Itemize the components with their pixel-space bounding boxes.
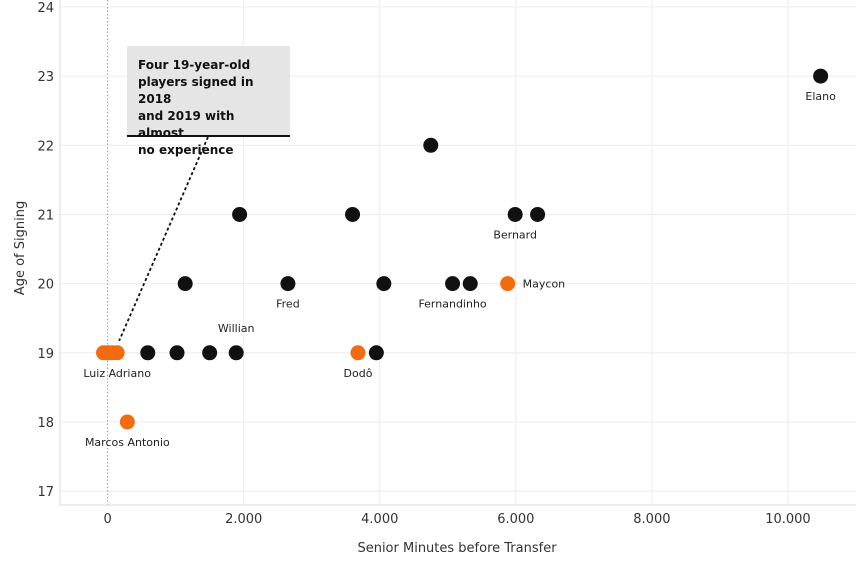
y-tick-label: 21 [37,208,54,223]
data-point [462,276,478,292]
data-point [280,276,296,292]
x-tick-label: 4.000 [361,512,398,527]
data-point [140,345,156,361]
y-tick-label: 17 [37,485,54,500]
axes: 17 18 19 20 21 22 23 24 0 2.000 4.000 6.000 8.000 10.… [37,0,856,527]
annotation-leader [118,136,209,342]
point-label: Fred [276,298,300,311]
data-point-orange [500,276,516,292]
data-point [530,206,546,222]
data-point [423,137,439,153]
annotation-line-4: no experience [138,143,234,157]
x-tick-label: 6.000 [497,512,534,527]
y-axis-title: Age of Signing [13,201,28,295]
data-point-orange [109,345,125,361]
data-point [169,345,185,361]
y-tick-label: 19 [37,347,54,362]
data-point [177,276,193,292]
y-tick-label: 22 [37,139,54,154]
data-point [228,345,244,361]
annotation-box: Four 19-year-old players signed in 2018 … [127,46,290,157]
x-tick-label: 10.000 [765,512,811,527]
y-tick-label: 18 [37,416,54,431]
data-point [376,276,392,292]
annotation-line-2: players signed in 2018 [138,75,254,106]
annotation-line-1: Four 19-year-old [138,58,251,72]
data-point [507,206,523,222]
y-tick-label: 20 [37,278,54,293]
point-label: Dodô [344,367,373,380]
x-axis-title: Senior Minutes before Transfer [357,541,557,556]
data-point [813,68,829,84]
grid-lines [60,0,856,505]
annotation-leader-line [118,136,209,342]
data-point [232,206,248,222]
point-label: Marcos Antonio [85,436,170,449]
data-point-orange [119,414,135,430]
annotation-line-3: and 2019 with almost [138,109,235,140]
y-tick-label: 24 [37,1,54,16]
point-label: Willian [218,322,255,335]
point-labels: Luiz Adriano Marcos Antonio Willian Fred Dod… [83,90,836,449]
x-tick-label: 2.000 [225,512,262,527]
data-points [96,68,829,430]
data-point [202,345,218,361]
point-label: Fernandinho [418,298,486,311]
point-label: Luiz Adriano [83,367,151,380]
point-label: Bernard [493,228,537,241]
x-tick-label: 8.000 [633,512,670,527]
y-tick-label: 23 [37,70,54,85]
point-label: Maycon [523,278,566,291]
x-tick-label: 0 [103,512,111,527]
data-point [368,345,384,361]
data-point [345,206,361,222]
data-point-orange [350,345,366,361]
point-label: Elano [805,90,836,103]
data-point [445,276,461,292]
